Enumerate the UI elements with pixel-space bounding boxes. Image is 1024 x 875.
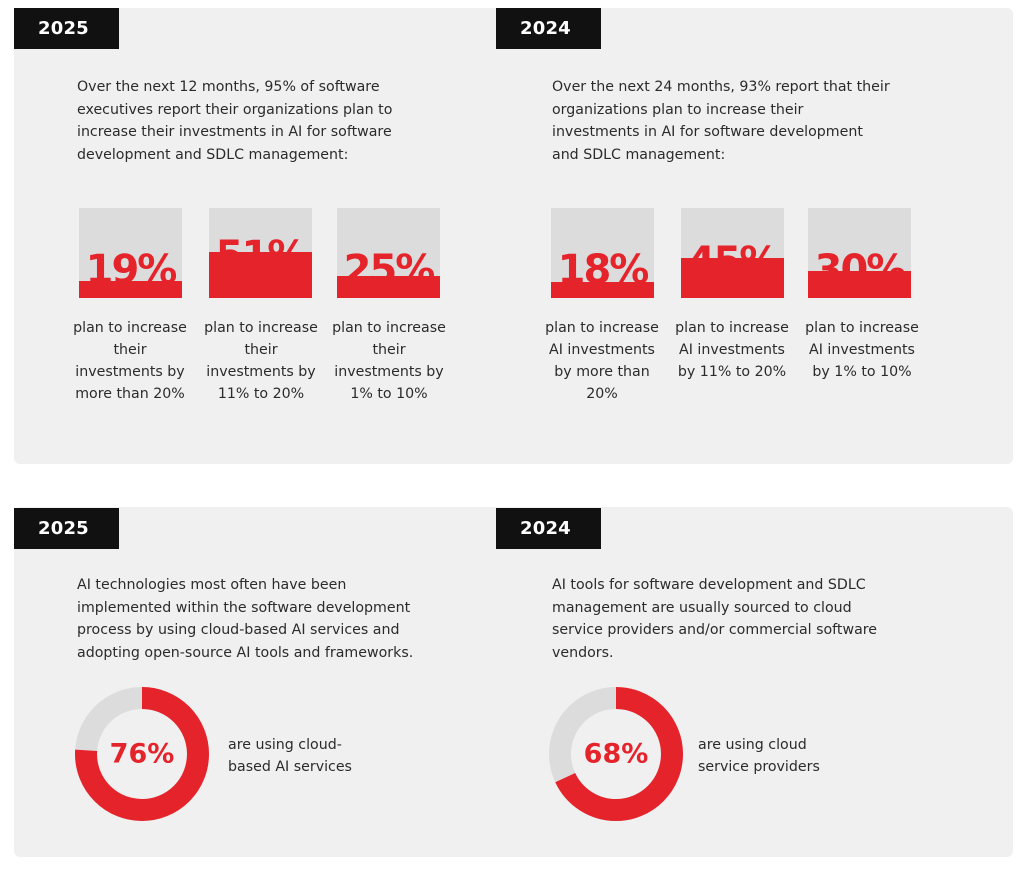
stat-fill xyxy=(808,271,911,298)
year-tag-2024-sourcing: 2024 xyxy=(496,508,601,549)
donut-arc-value xyxy=(75,687,209,821)
donut-chart-2024: 68% xyxy=(549,687,683,821)
stat-caption-2025-3: plan to increase their investments by 1%… xyxy=(332,320,446,402)
sourcing-intro-2025: AI technologies most often have been imp… xyxy=(77,577,414,661)
stat-value: 25% xyxy=(343,247,436,293)
sourcing-intro-2024: AI tools for software development and SD… xyxy=(552,577,878,661)
donut-caption-2024: are using cloud service providers xyxy=(698,737,820,775)
stat-fill xyxy=(551,281,654,298)
stat-box-2025-3: 25% xyxy=(337,208,440,298)
stat-box-2024-2: 45% xyxy=(681,208,784,298)
stat-fill xyxy=(337,275,440,298)
stat-caption-2024-3: plan to increase AI investments by 1% to… xyxy=(805,320,919,380)
stat-box-2025-1: 19% xyxy=(79,208,182,298)
stat-box-2025-2: 51% xyxy=(209,208,312,298)
stat-value: 18% xyxy=(557,247,650,293)
stat-caption-2024-1: plan to increase AI investments by more … xyxy=(545,320,659,402)
stat-fill xyxy=(79,280,182,298)
year-tag-2025: 2025 xyxy=(14,8,119,49)
stat-fill xyxy=(209,252,312,298)
stat-box-2024-1: 18% xyxy=(551,208,654,298)
stat-fill xyxy=(681,257,784,298)
donut-value-label: 68% xyxy=(584,739,649,770)
stat-caption-2024-2: plan to increase AI investments by 11% t… xyxy=(675,320,789,380)
stat-caption-2025-1: plan to increase their investments by mo… xyxy=(73,320,187,402)
intro-text-2025: Over the next 12 months, 95% of software… xyxy=(77,79,393,163)
stat-value: 51% xyxy=(215,233,308,280)
stat-value: 45% xyxy=(687,238,780,285)
year-tag-2025-sourcing: 2025 xyxy=(14,508,119,549)
donut-value-label: 76% xyxy=(110,739,175,770)
stat-value: 30% xyxy=(814,247,907,293)
year-tag-2024: 2024 xyxy=(496,8,601,49)
intro-text-2024: Over the next 24 months, 93% report that… xyxy=(552,79,890,163)
stat-box-2024-3: 30% xyxy=(808,208,911,298)
donut-chart-2025: 76% xyxy=(75,687,209,821)
donut-arc-value xyxy=(549,687,683,821)
donut-caption-2025: are using cloud-based AI services xyxy=(228,737,352,775)
stat-caption-2025-2: plan to increase their investments by 11… xyxy=(204,320,318,402)
stat-value: 19% xyxy=(85,247,178,293)
